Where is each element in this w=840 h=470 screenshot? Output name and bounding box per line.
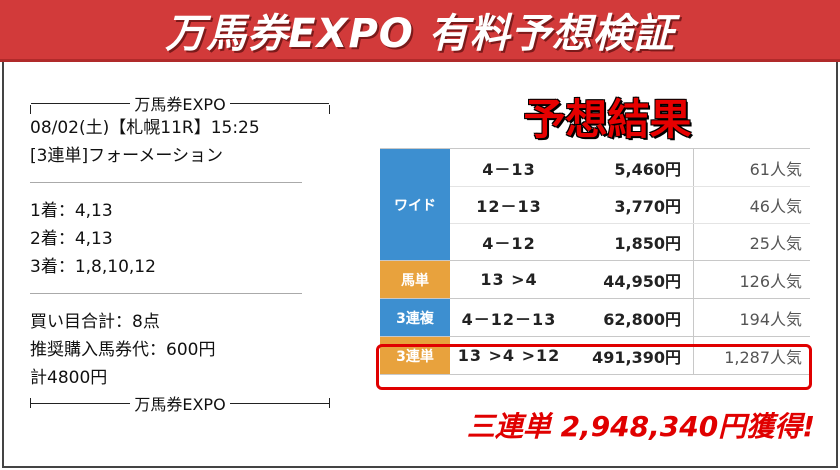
popularity-rank: 61人気 — [749, 159, 802, 179]
popularity-rank: 126人気 — [739, 271, 802, 291]
payout-group: 3連単 13 >4 >12 491,390円 1,287人気 — [380, 337, 810, 375]
ticket-footer-label: 万馬券EXPO — [134, 395, 226, 414]
combination: 4－13 — [482, 159, 536, 179]
bet-category: 3連複 — [380, 299, 450, 336]
ticket-header: 万馬券EXPO — [30, 92, 331, 114]
combination: 4－12－13 — [461, 309, 557, 329]
divider — [30, 293, 302, 294]
ticket-panel: 万馬券EXPO 08/02(土)【札幌11R】15:25 [3連単]フォーメーシ… — [30, 92, 331, 414]
combination: 12－13 — [476, 197, 542, 216]
header-banner: 万馬券EXPO 有料予想検証 — [0, 0, 840, 62]
popularity-rank: 46人気 — [749, 197, 802, 216]
combination: 4－12 — [482, 234, 536, 253]
payout-row: 4－12－13 62,800円 194人気 — [450, 299, 810, 336]
unit-price: 推奨購入馬券代：600円 — [30, 340, 216, 360]
payout-amount: 491,390円 — [568, 337, 694, 374]
payout-row: 4－12 1,850円 25人気 — [450, 223, 810, 260]
race-line: 08/02(土)【札幌11R】15:25 — [30, 118, 260, 138]
popularity-rank: 1,287人気 — [724, 347, 802, 367]
combination: 13 >4 — [480, 270, 538, 289]
combination: 13 >4 >12 — [457, 346, 561, 365]
winnings-text: 三連単 2,948,340円獲得! — [466, 410, 815, 443]
payout-group: 馬単 13 >4 44,950円 126人気 — [380, 261, 810, 299]
payout-table: ワイド 4－13 5,460円 61人気 12－13 3,770円 46人気 4－12 1,85… — [380, 148, 810, 375]
third-place: 3着：1,8,10,12 — [30, 257, 156, 277]
payout-row: 13 >4 44,950円 126人気 — [450, 261, 810, 298]
ticket-header-label: 万馬券EXPO — [134, 95, 226, 114]
payout-amount: 3,770円 — [568, 187, 694, 223]
points-total: 買い目合計：8点 — [30, 312, 160, 332]
bet-category: 3連単 — [380, 337, 450, 374]
first-place: 1着：4,13 — [30, 201, 113, 221]
payout-amount: 44,950円 — [568, 261, 694, 298]
second-place: 2着：4,13 — [30, 229, 113, 249]
payout-amount: 62,800円 — [568, 299, 694, 336]
payout-row: 13 >4 >12 491,390円 1,287人気 — [450, 337, 810, 374]
bet-type: [3連単]フォーメーション — [30, 146, 224, 166]
ticket-footer: 万馬券EXPO — [30, 392, 331, 414]
trifecta-highlight — [376, 344, 812, 390]
payout-row: 12－13 3,770円 46人気 — [450, 186, 810, 223]
popularity-rank: 25人気 — [749, 234, 802, 253]
payout-group: 3連複 4－12－13 62,800円 194人気 — [380, 299, 810, 337]
grand-total: 計4800円 — [30, 368, 108, 388]
payout-group: ワイド 4－13 5,460円 61人気 12－13 3,770円 46人気 4－12 1,85… — [380, 149, 810, 261]
popularity-rank: 194人気 — [739, 309, 802, 329]
banner-title: 万馬券EXPO 有料予想検証 — [165, 10, 675, 57]
payout-amount: 1,850円 — [568, 224, 694, 260]
bet-category: 馬単 — [380, 261, 450, 298]
result-heading: 予想結果 — [523, 95, 692, 144]
payout-row: 4－13 5,460円 61人気 — [450, 149, 810, 186]
divider — [30, 182, 302, 183]
bet-category: ワイド — [380, 149, 450, 260]
payout-amount: 5,460円 — [568, 149, 694, 186]
